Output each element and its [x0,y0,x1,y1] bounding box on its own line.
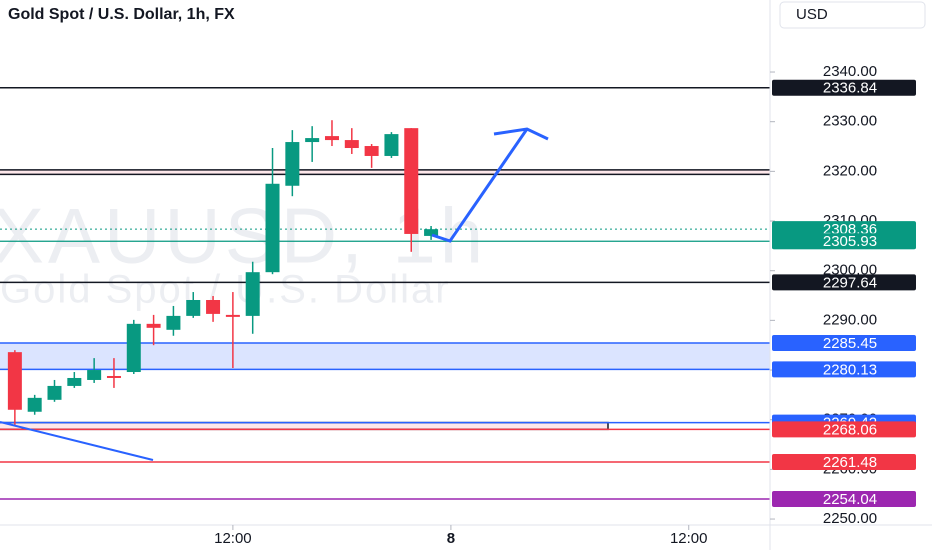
x-tick-label: 12:00 [214,530,252,547]
currency[interactable]: USD [796,6,828,23]
y-tick-label: 2340.00 [823,63,877,80]
x-tick-label: 12:00 [670,530,708,547]
level-label: 2336.84 [823,80,877,97]
candle-body [87,370,102,380]
chart-title: Gold Spot / U.S. Dollar, 1h, FX [8,6,235,23]
level-label-box [772,334,916,351]
candle-body [245,272,260,316]
arrow-head [493,127,549,141]
level-label-box [772,490,916,507]
candle-body [384,134,399,156]
candle-body [265,183,280,273]
candle-body [67,377,82,386]
candle-body [344,140,359,149]
candle-body [404,128,419,234]
y-tick-label: 2300.00 [823,262,877,279]
level-label-box [772,79,916,96]
bid-label: 2305.93 [823,233,877,250]
candle-body [285,142,300,186]
level-label: 2297.64 [823,274,877,291]
level-label: 2280.13 [823,361,877,378]
candle-body [186,300,201,316]
y-tick-label: 2290.00 [823,311,877,328]
candle-body [225,314,240,317]
candle-body [324,136,339,141]
bid-label-box [772,233,916,250]
zone [0,169,770,175]
box-zone [0,421,609,431]
y-tick-label: 2250.00 [823,510,877,527]
x-tick-label: 8 [447,530,455,547]
watermark-subtitle: Gold Spot / U.S. Dollar [0,268,451,312]
candle-body [7,352,22,410]
level-label-box [772,361,916,378]
watermark: XAUUSD, 1h [0,192,487,280]
level-label-box [772,274,916,291]
candle-body [47,385,62,400]
level-label-box [772,454,916,471]
candle-body [126,323,141,373]
trend-line [0,421,154,461]
level-label: 2285.45 [823,335,877,352]
candle-body [146,323,161,328]
projection-arrow [431,128,529,243]
level-zone [0,342,770,370]
level-label: 2254.04 [823,491,877,508]
candle-body [27,397,42,412]
candle-body [305,138,320,143]
candle-body [206,300,221,314]
y-tick-label: 2320.00 [823,162,877,179]
level-label: 2268.06 [823,421,877,438]
currency-button[interactable] [779,1,926,29]
y-tick-label: 2330.00 [823,113,877,130]
candle-body [106,375,121,378]
candle-body [364,146,379,156]
candle-body [166,315,181,330]
candle-body [424,229,439,236]
level-label-box [772,421,916,438]
level-label: 2261.48 [823,454,877,471]
